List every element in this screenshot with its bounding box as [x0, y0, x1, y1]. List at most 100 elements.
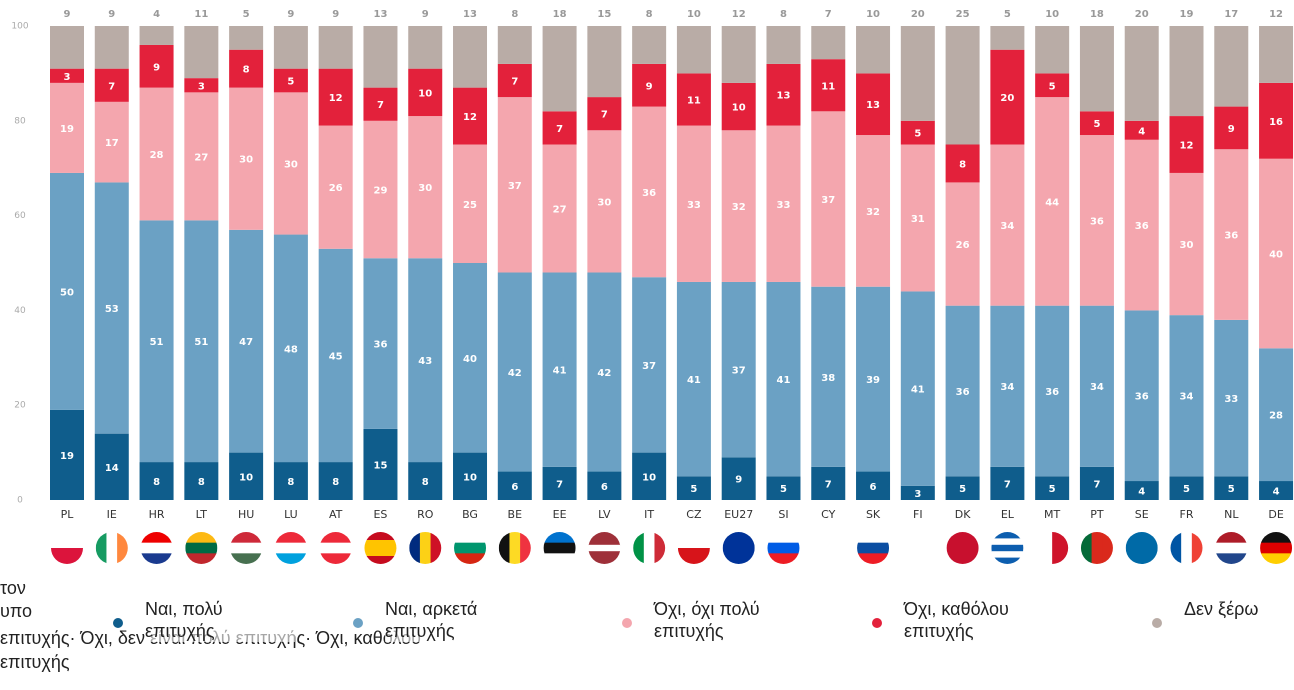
bar-segment	[1079, 111, 1114, 136]
flag-stripe	[509, 532, 521, 564]
value-label: 11	[194, 9, 208, 20]
flag-stripe	[319, 542, 352, 554]
bar-segment	[94, 101, 129, 183]
value-label: 13	[866, 100, 880, 111]
value-label: 41	[777, 375, 791, 386]
flag-stripe	[588, 532, 621, 539]
x-tick-label: DK	[955, 508, 971, 521]
bar-segment	[1169, 26, 1204, 117]
value-label: 10	[866, 9, 880, 20]
value-label: 51	[150, 337, 164, 348]
value-label: 7	[556, 124, 563, 135]
bar-segment	[676, 281, 711, 477]
bar-segment	[453, 87, 488, 145]
bar-segment	[1079, 26, 1114, 112]
value-label: 9	[735, 475, 742, 486]
bar-segment	[856, 73, 891, 136]
bar-segment	[632, 26, 667, 64]
bar-segment	[990, 144, 1025, 306]
y-tick-label: 0	[17, 496, 23, 506]
bar-segment	[318, 68, 353, 126]
value-label: 28	[150, 150, 164, 161]
bar-segment	[676, 73, 711, 126]
value-label: 30	[418, 183, 432, 194]
value-label: 7	[825, 479, 832, 490]
value-label: 8	[959, 159, 966, 170]
flag-stripe	[140, 532, 173, 544]
bar-segment	[497, 63, 532, 98]
x-tick-label: NL	[1224, 508, 1239, 521]
flag	[95, 532, 128, 564]
bar-segment	[139, 44, 174, 88]
value-label: 3	[914, 489, 921, 500]
bar-segment	[1079, 466, 1114, 500]
flag-stripe	[588, 538, 621, 546]
value-label: 36	[1135, 221, 1149, 232]
flag-stripe	[1260, 542, 1293, 554]
x-tick-label: EL	[1001, 508, 1015, 521]
flag	[857, 532, 890, 564]
value-label: 12	[1269, 9, 1283, 20]
bar-segment	[184, 462, 219, 500]
value-label: 19	[60, 451, 74, 462]
x-tick-label: EE	[553, 508, 567, 521]
x-tick-label: RO	[417, 508, 434, 521]
flag-stripe	[140, 542, 173, 554]
flag-stripe	[409, 532, 421, 564]
bar-segment	[408, 116, 443, 259]
flag-stripe	[274, 532, 307, 544]
bar-segment	[363, 87, 398, 121]
bar-segment	[721, 457, 756, 500]
bar-segment	[856, 135, 891, 287]
bar-segment	[363, 258, 398, 429]
bar-segment	[408, 26, 443, 69]
legend-label: Όχι, καθόλου επιτυχής	[904, 599, 1009, 641]
value-label: 7	[1004, 479, 1011, 490]
flag	[722, 532, 755, 564]
flag	[140, 532, 173, 564]
value-label: 5	[1004, 9, 1011, 20]
value-label: 9	[422, 9, 429, 20]
bar-segment	[184, 78, 219, 93]
bar-segment	[229, 49, 264, 88]
bar-segment	[1214, 106, 1249, 150]
flag-stripe	[106, 532, 118, 564]
x-tick-label: HU	[238, 508, 254, 521]
flag	[364, 532, 397, 564]
flag-stripe	[454, 532, 487, 544]
bar-segment	[856, 26, 891, 74]
bar-segment	[945, 476, 980, 500]
bar-segment	[587, 471, 622, 500]
bar-segment	[273, 462, 308, 500]
flag	[543, 532, 576, 564]
flag-stripe	[1191, 532, 1203, 564]
flag-stripe	[767, 532, 800, 544]
value-label: 25	[956, 9, 970, 20]
bar-segment	[139, 462, 174, 500]
value-label: 26	[329, 183, 343, 194]
flag	[588, 532, 621, 564]
value-label: 32	[866, 207, 880, 218]
flag-stripe	[1260, 553, 1293, 564]
value-label: 48	[284, 344, 298, 355]
bar-segment	[1079, 135, 1114, 306]
flag-stripe	[543, 542, 576, 554]
legend-marker	[872, 618, 882, 628]
flag-stripe	[643, 532, 655, 564]
value-label: 13	[777, 91, 791, 102]
flag-stripe	[230, 532, 263, 544]
bar-segment	[1124, 310, 1159, 482]
value-label: 9	[64, 9, 71, 20]
y-tick-label: 60	[14, 211, 26, 221]
flag-stripe	[230, 553, 263, 564]
bar-segment	[766, 281, 801, 477]
flag-stripe	[364, 548, 397, 557]
flag-stripe	[430, 532, 442, 564]
value-label: 4	[1138, 487, 1145, 498]
value-label: 12	[1180, 141, 1194, 152]
value-label: 9	[646, 81, 653, 92]
flag	[901, 532, 934, 564]
value-label: 27	[553, 204, 567, 215]
bar-segment	[184, 220, 219, 463]
bar-segment	[676, 26, 711, 74]
